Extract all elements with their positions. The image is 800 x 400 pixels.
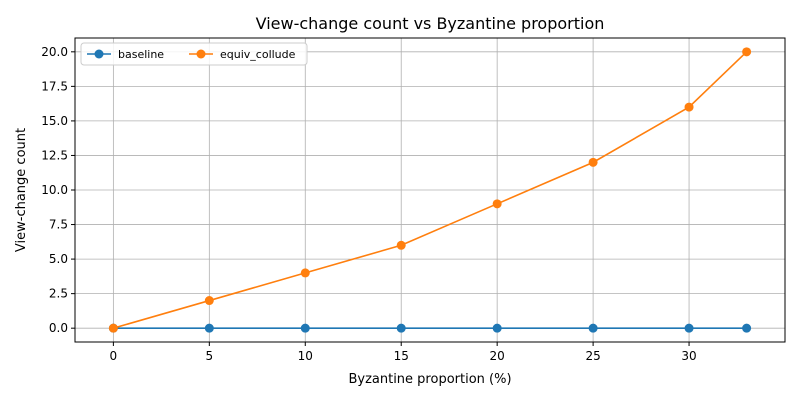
legend-label-equiv-collude: equiv_collude xyxy=(220,48,296,61)
grid xyxy=(75,38,785,342)
legend-marker-baseline xyxy=(94,49,104,59)
x-tick-label: 25 xyxy=(585,349,600,363)
x-tick-label: 30 xyxy=(681,349,696,363)
y-tick-label: 15.0 xyxy=(41,114,68,128)
y-tick-label: 10.0 xyxy=(41,183,68,197)
data-point-baseline xyxy=(742,323,752,333)
data-point-equiv-collude xyxy=(300,268,310,278)
data-point-baseline xyxy=(492,323,502,333)
data-point-baseline xyxy=(300,323,310,333)
axis-ticks: 0 5 10 15 20 25 30 0.0 2.5 5.0 7.5 10.0 12.5 15.0 17.5… xyxy=(41,45,696,363)
data-point-baseline xyxy=(684,323,694,333)
y-tick-label: 17.5 xyxy=(41,79,68,93)
series-line-equiv-collude xyxy=(113,51,748,329)
series-layer xyxy=(108,47,752,333)
x-axis-label: Byzantine proportion (%) xyxy=(348,372,511,387)
data-point-equiv-collude xyxy=(492,199,502,209)
data-point-equiv-collude xyxy=(108,323,118,333)
x-tick-label: 5 xyxy=(206,349,214,363)
legend-marker-equiv-collude xyxy=(196,49,206,59)
x-tick-label: 15 xyxy=(394,349,409,363)
legend: baseline equiv_collude xyxy=(80,42,308,66)
data-point-equiv-collude xyxy=(588,157,598,167)
legend-label-baseline: baseline xyxy=(118,48,164,61)
chart-title: View-change count vs Byzantine proportio… xyxy=(256,14,605,33)
data-point-equiv-collude xyxy=(684,102,694,112)
data-point-baseline xyxy=(588,323,598,333)
x-tick-label: 0 xyxy=(110,349,118,363)
data-point-baseline xyxy=(204,323,214,333)
x-tick-label: 10 xyxy=(298,349,313,363)
y-tick-label: 12.5 xyxy=(41,148,68,162)
y-tick-label: 2.5 xyxy=(49,287,68,301)
y-tick-label: 7.5 xyxy=(49,218,68,232)
data-point-equiv-collude xyxy=(742,47,752,57)
x-tick-label: 20 xyxy=(490,349,505,363)
y-tick-label: 5.0 xyxy=(49,252,68,266)
data-point-equiv-collude xyxy=(204,296,214,306)
series-equiv-collude xyxy=(108,47,752,333)
data-point-baseline xyxy=(396,323,406,333)
y-tick-label: 20.0 xyxy=(41,45,68,59)
data-point-equiv-collude xyxy=(396,240,406,250)
series-baseline xyxy=(108,323,752,333)
y-tick-label: 0.0 xyxy=(49,321,68,335)
y-axis-label: View-change count xyxy=(14,128,29,252)
